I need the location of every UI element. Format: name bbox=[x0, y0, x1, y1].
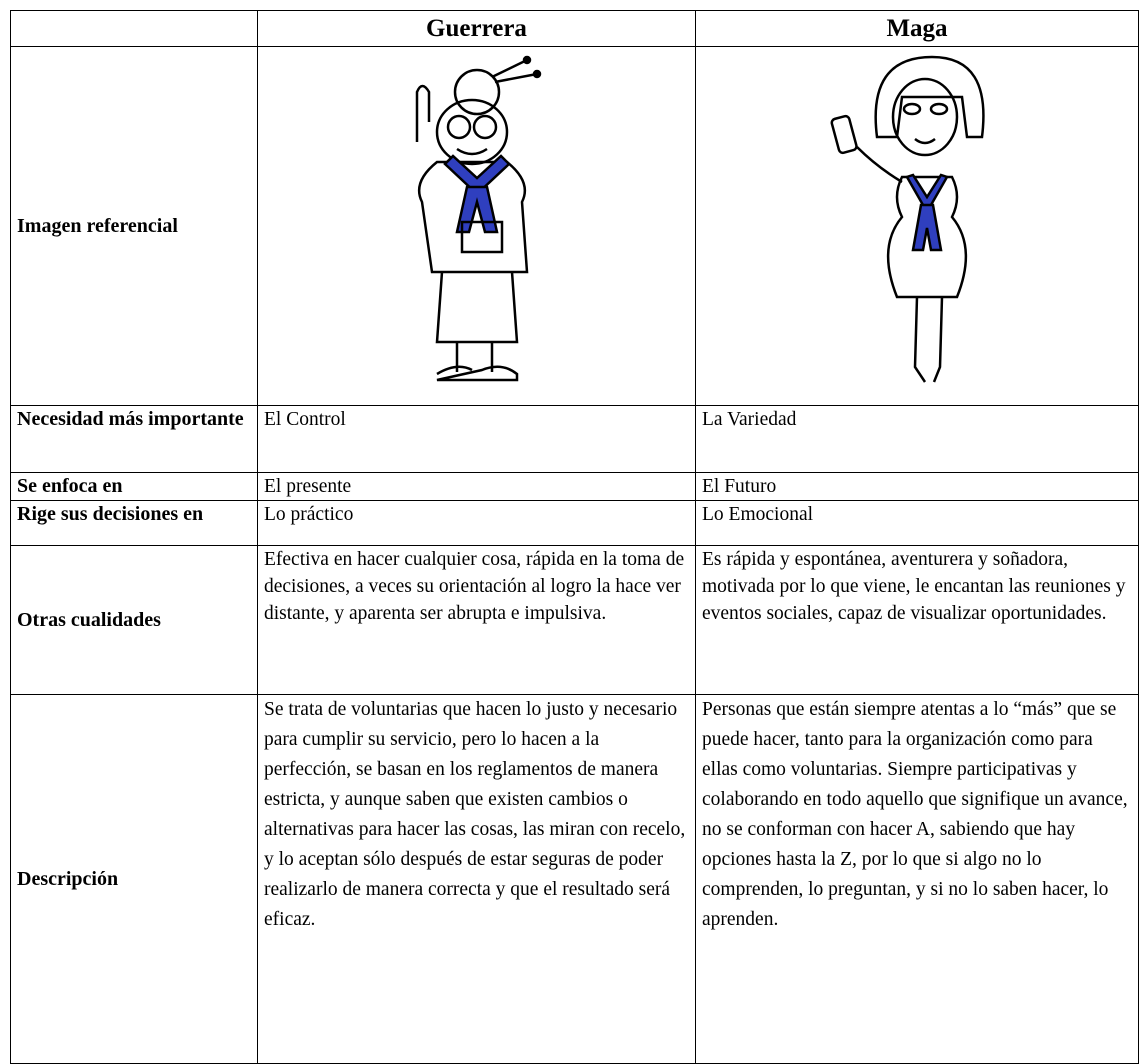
cell: Es rápida y espontánea, aventurera y soñ… bbox=[695, 545, 1139, 695]
data-row: Necesidad más importante El Control La V… bbox=[10, 405, 1139, 473]
cell: La Variedad bbox=[695, 405, 1139, 473]
data-row: Otras cualidades Efectiva en hacer cualq… bbox=[10, 545, 1139, 695]
data-row: Descripción Se trata de voluntarias que … bbox=[10, 694, 1139, 1064]
mage-illustration bbox=[830, 55, 985, 383]
warrior-illustration bbox=[415, 55, 541, 382]
comparison-table: Guerrera Maga Imagen referencial bbox=[10, 10, 1139, 1064]
row-label: Otras cualidades bbox=[10, 545, 258, 695]
row-label: Necesidad más importante bbox=[10, 405, 258, 473]
cell: Personas que están siempre atentas a lo … bbox=[695, 694, 1139, 1064]
cell: Lo práctico bbox=[257, 500, 696, 546]
header-blank bbox=[10, 10, 258, 47]
image-cell bbox=[257, 46, 696, 406]
image-cell bbox=[695, 46, 1139, 406]
row-label: Imagen referencial bbox=[10, 46, 258, 406]
header-row: Guerrera Maga bbox=[10, 10, 1139, 47]
cell: El presente bbox=[257, 472, 696, 501]
row-label: Descripción bbox=[10, 694, 258, 1064]
cell: El Futuro bbox=[695, 472, 1139, 501]
image-row: Imagen referencial bbox=[10, 46, 1139, 406]
cell: Se trata de voluntarias que hacen lo jus… bbox=[257, 694, 696, 1064]
column-header: Guerrera bbox=[257, 10, 696, 47]
data-row: Rige sus decisiones en Lo práctico Lo Em… bbox=[10, 500, 1139, 546]
cell: Efectiva en hacer cualquier cosa, rápida… bbox=[257, 545, 696, 695]
cell: El Control bbox=[257, 405, 696, 473]
row-label: Se enfoca en bbox=[10, 472, 258, 501]
row-label: Rige sus decisiones en bbox=[10, 500, 258, 546]
column-header: Maga bbox=[695, 10, 1139, 47]
cell: Lo Emocional bbox=[695, 500, 1139, 546]
data-row: Se enfoca en El presente El Futuro bbox=[10, 472, 1139, 501]
